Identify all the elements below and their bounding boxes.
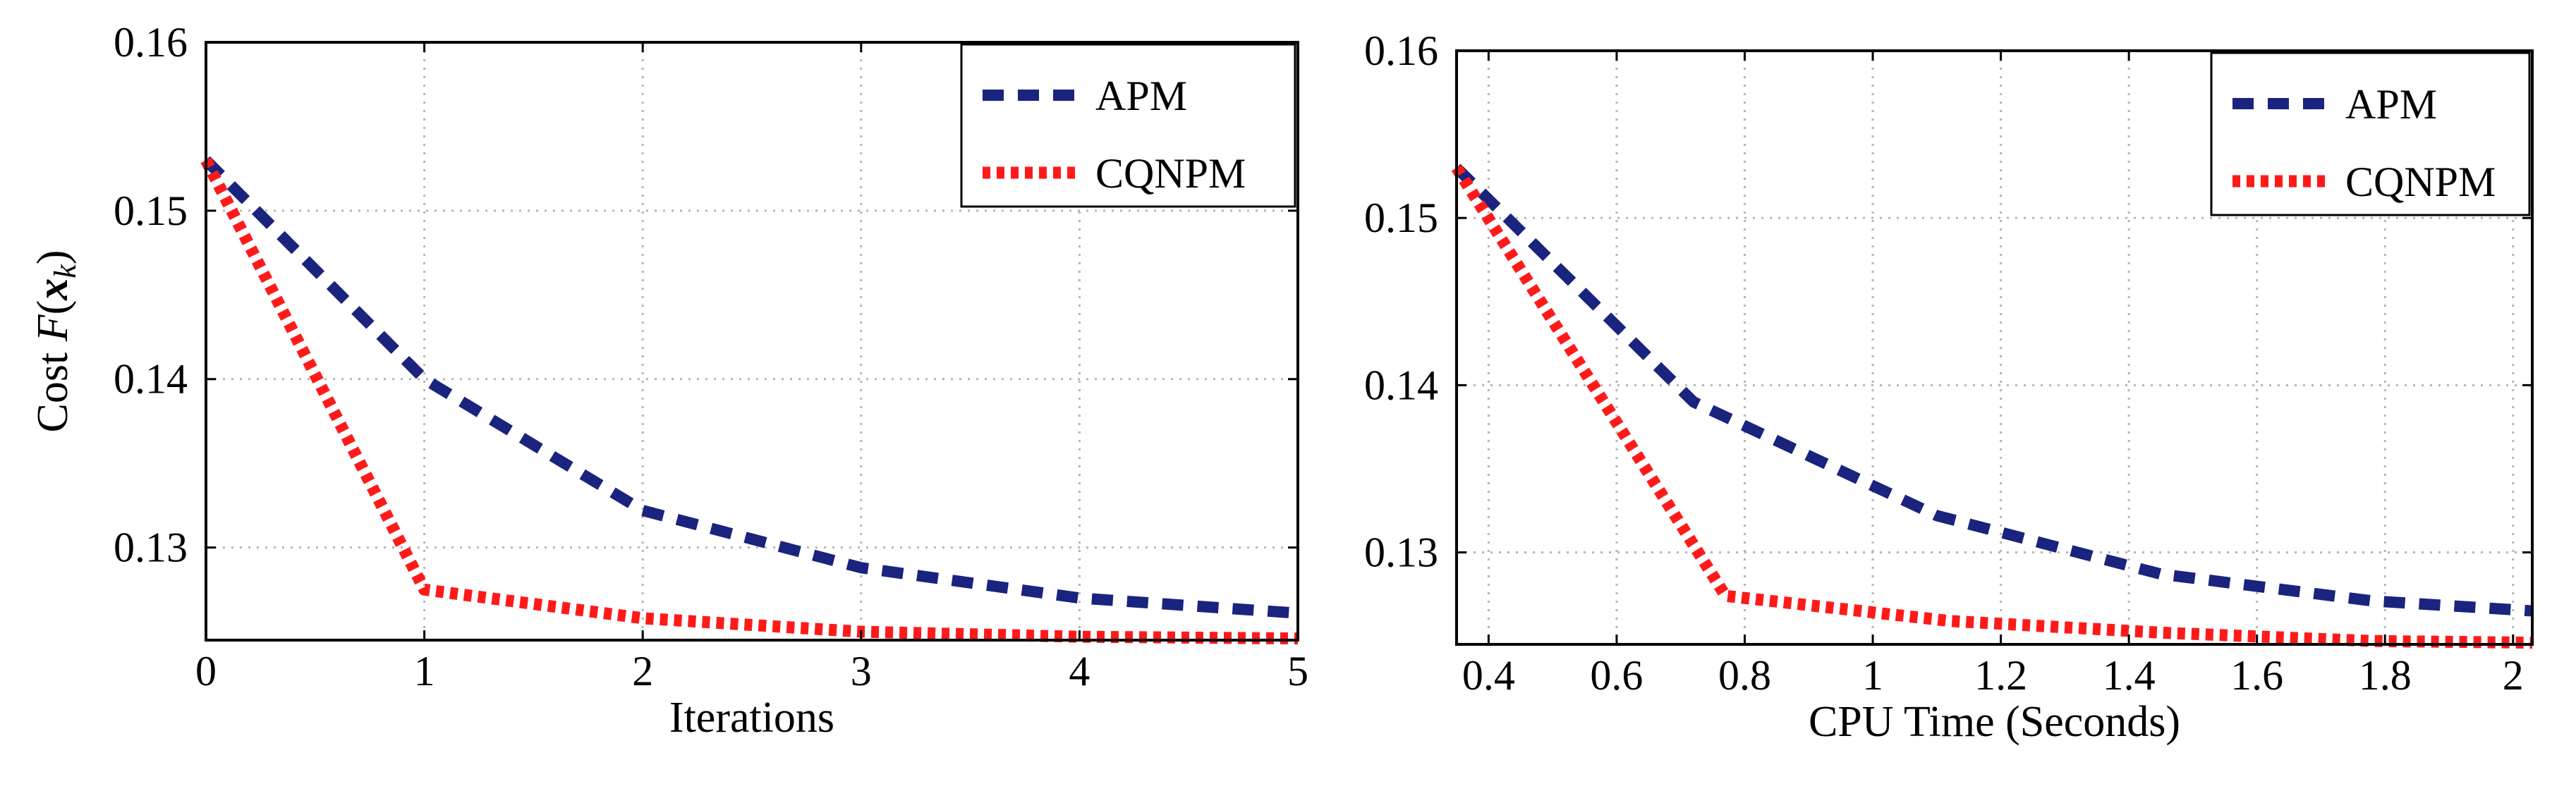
x-tick-label: 1.2 xyxy=(1974,652,2027,699)
y-tick-label: 0.15 xyxy=(114,188,188,234)
series-line-cqnpm xyxy=(200,157,1299,645)
y-tick-label: 0.14 xyxy=(114,356,188,403)
legend-label-apm: APM xyxy=(1095,73,1187,119)
x-tick-label: 2 xyxy=(632,648,653,694)
legend: APM CQNPM xyxy=(2210,51,2531,216)
x-tick-label: 0.6 xyxy=(1590,652,1643,699)
x-tick-label: 1.4 xyxy=(2103,652,2156,699)
plot-frame xyxy=(205,41,1299,642)
x-tick-label: 5 xyxy=(1287,648,1308,694)
y-tick-label: 0.13 xyxy=(1364,529,1438,576)
x-tick-label: 1 xyxy=(414,648,435,694)
y-axis-title: Cost F(xk) xyxy=(29,250,83,433)
x-tick-label: 0 xyxy=(195,648,217,694)
x-axis-title: CPU Time (Seconds) xyxy=(1809,698,2180,746)
x-tick-label: 0.4 xyxy=(1462,652,1515,699)
chart-1: 0 1 2 3 4 5 0.13 0.14 0.15 0.16 Iterations Cost F(x… xyxy=(29,19,1308,742)
x-tick-label: 0.8 xyxy=(1718,652,1771,699)
x-tick-label: 3 xyxy=(851,648,872,694)
x-axis-title: Iterations xyxy=(669,694,834,742)
y-tick-label: 0.14 xyxy=(1364,362,1438,408)
legend-label-cqnpm: CQNPM xyxy=(1095,150,1246,197)
series-line-apm xyxy=(202,156,1299,619)
series-line-cqnpm xyxy=(1451,164,2533,649)
legend-label-cqnpm: CQNPM xyxy=(2345,159,2496,205)
legend: APM CQNPM xyxy=(960,43,1296,208)
series-line-apm xyxy=(1452,164,2533,617)
legend-box xyxy=(2210,51,2531,216)
y-tick-label: 0.16 xyxy=(1364,27,1438,74)
y-tick-label: 0.13 xyxy=(114,525,188,571)
chart-2: 0.4 0.6 0.8 1 1.2 1.4 1.6 1.8 2 0.13 0.14 0.15 0.16 C… xyxy=(1364,27,2534,746)
x-tick-label: 4 xyxy=(1069,648,1090,694)
legend-box xyxy=(960,43,1296,208)
legend-label-apm: APM xyxy=(2345,81,2437,128)
x-tick-label: 1.8 xyxy=(2359,652,2412,699)
x-tick-label: 1 xyxy=(1862,652,1883,699)
plot-frame xyxy=(1455,49,2534,646)
x-tick-label: 2 xyxy=(2503,652,2524,699)
x-tick-label: 1.6 xyxy=(2230,652,2283,699)
y-tick-label: 0.15 xyxy=(1364,195,1438,241)
y-tick-label: 0.16 xyxy=(114,19,188,66)
